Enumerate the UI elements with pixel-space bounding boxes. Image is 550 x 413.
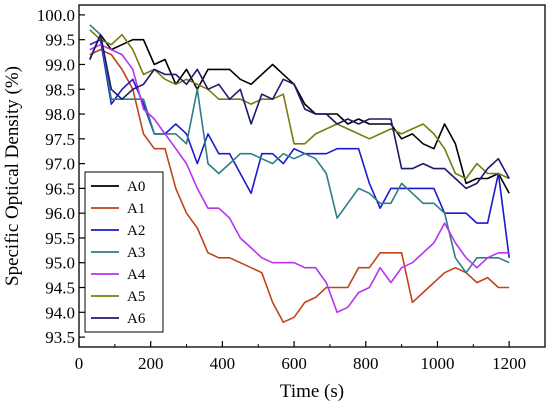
x-tick-label: 600 [281, 354, 307, 373]
x-tick-label: 400 [210, 354, 236, 373]
y-tick-label: 93.5 [45, 328, 75, 347]
x-tick-label: 800 [353, 354, 379, 373]
y-tick-label: 95.5 [45, 229, 75, 248]
legend-label-a5: A5 [127, 289, 145, 305]
y-tick-label: 95.0 [45, 254, 75, 273]
y-tick-label: 99.5 [45, 31, 75, 50]
series-line-a1 [89, 48, 510, 323]
legend-label-a0: A0 [127, 179, 145, 195]
y-tick-label: 97.0 [45, 155, 75, 174]
x-tick-label: 0 [75, 354, 84, 373]
x-tick-label: 200 [138, 354, 164, 373]
y-tick-label: 98.5 [45, 80, 75, 99]
series-line-a3 [89, 24, 510, 274]
series-line-a6 [89, 33, 510, 190]
plot-frame [78, 4, 546, 348]
y-tick-label: 98.0 [45, 105, 75, 124]
legend-box [84, 171, 164, 333]
y-tick-label: 96.0 [45, 204, 75, 223]
y-axis-title: Specific Optical Density (%) [2, 66, 23, 286]
y-tick-label: 94.5 [45, 279, 75, 298]
series-layer [89, 24, 510, 323]
legend-label-a6: A6 [127, 311, 146, 327]
x-axis: 0 200 400 600 800 1000 1200 [75, 341, 526, 373]
series-line-a5 [89, 29, 510, 180]
x-axis-title: Time (s) [280, 381, 344, 402]
legend-label-a4: A4 [127, 267, 146, 283]
y-tick-label: 96.5 [45, 179, 75, 198]
legend-label-a3: A3 [127, 245, 145, 261]
y-axis: 93.5 94.0 94.5 95.0 95.5 96.0 96.5 97.0 97.5 98.0… [37, 6, 85, 347]
y-tick-label: 99.0 [45, 55, 75, 74]
y-tick-label: 97.5 [45, 130, 75, 149]
y-tick-label: 94.0 [45, 303, 75, 322]
y-tick-label: 100.0 [37, 6, 75, 25]
legend-label-a1: A1 [127, 201, 145, 217]
x-tick-label: 1000 [420, 354, 454, 373]
x-tick-label: 1200 [492, 354, 526, 373]
legend-label-a2: A2 [127, 223, 145, 239]
legend: A0 A1 A2 A3 A4 A5 A6 [84, 171, 164, 333]
series-line-a4 [89, 43, 510, 314]
series-line-a0 [89, 33, 510, 194]
